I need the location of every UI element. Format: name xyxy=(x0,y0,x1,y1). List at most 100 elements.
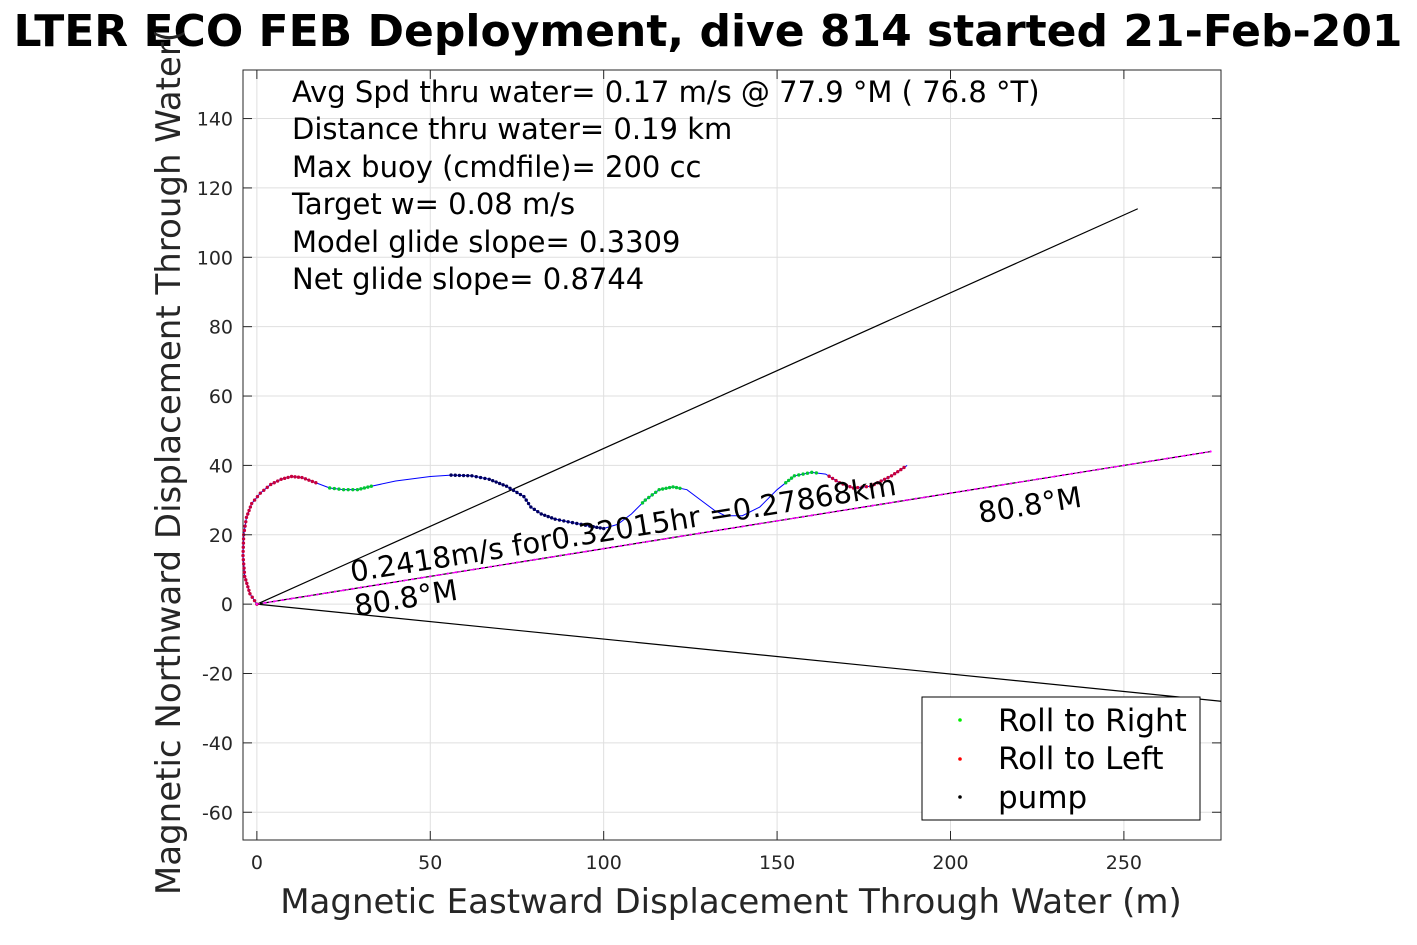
heading-point xyxy=(715,529,718,532)
heading-point xyxy=(1010,482,1013,485)
heading-point xyxy=(1200,451,1204,455)
x-tick-label: 150 xyxy=(759,852,795,874)
track-point xyxy=(310,479,315,484)
heading-point xyxy=(1209,450,1212,453)
track-point xyxy=(650,493,654,497)
track-point xyxy=(834,478,838,483)
heading-point xyxy=(888,501,891,504)
heading-point xyxy=(1148,460,1152,463)
track-point xyxy=(546,514,550,519)
heading-point xyxy=(273,600,276,603)
y-tick-label: -60 xyxy=(202,802,233,824)
track-point xyxy=(449,473,453,477)
heading-point xyxy=(333,590,337,593)
track-point xyxy=(265,485,269,490)
heading-point xyxy=(446,572,449,575)
track-point xyxy=(522,494,526,499)
track-point xyxy=(827,474,831,478)
heading-point xyxy=(567,553,571,556)
track-point xyxy=(246,585,250,589)
heading-point xyxy=(299,596,302,599)
track-point xyxy=(241,537,246,541)
track-point xyxy=(864,484,869,489)
heading-point xyxy=(498,564,501,567)
track-point xyxy=(244,515,249,520)
heading-point xyxy=(377,583,380,586)
track-point xyxy=(902,465,906,470)
track-point xyxy=(660,487,665,491)
y-axis-ticks: -60 -40 -20 0 20 40 60 80 100 120 140 xyxy=(197,109,1221,824)
heading-point xyxy=(663,537,666,541)
heading-point xyxy=(958,490,961,493)
heading-point xyxy=(767,521,770,524)
heading-point xyxy=(463,569,467,572)
track-point xyxy=(300,475,304,480)
track-point xyxy=(814,471,819,475)
track-point xyxy=(244,520,248,524)
heading-point xyxy=(1114,465,1117,468)
heading-point xyxy=(758,522,761,525)
heading-point xyxy=(455,571,458,574)
track-point xyxy=(879,479,883,483)
heading-point xyxy=(1174,455,1178,459)
heading-point xyxy=(940,493,943,496)
track-point xyxy=(896,469,900,474)
heading-point xyxy=(975,487,978,491)
track-point xyxy=(346,487,350,492)
track-point xyxy=(247,588,251,592)
heading-point xyxy=(411,578,415,581)
track-point xyxy=(805,471,810,475)
track-point xyxy=(536,509,540,514)
y-tick-label: 80 xyxy=(209,317,233,339)
x-tick-label: 0 xyxy=(251,852,263,874)
legend-label-pump: pump xyxy=(998,780,1087,816)
heading-point xyxy=(862,505,865,509)
track-point xyxy=(784,481,788,485)
legend-marker-roll-right xyxy=(958,718,962,722)
heading-point xyxy=(801,515,805,518)
heading-point xyxy=(654,539,657,542)
track-point xyxy=(583,523,588,527)
heading-point xyxy=(359,586,363,589)
heading-point xyxy=(316,593,319,596)
heading-point xyxy=(559,554,562,557)
heading-point xyxy=(385,582,389,585)
heading-point xyxy=(914,497,917,500)
heading-point xyxy=(680,535,683,538)
track-point xyxy=(494,480,498,484)
heading-point xyxy=(828,511,831,514)
track-point xyxy=(332,486,337,491)
x-axis-ticks: 0 50 100 150 200 250 xyxy=(251,70,1142,874)
track-point xyxy=(366,485,370,489)
heading-point xyxy=(854,507,857,510)
heading-point xyxy=(420,576,423,579)
track-point xyxy=(241,562,246,566)
track-point xyxy=(269,482,273,487)
track-point xyxy=(453,473,457,477)
heading-point xyxy=(845,508,848,511)
heading-point xyxy=(1088,469,1091,473)
heading-point xyxy=(524,560,527,563)
x-tick-label: 250 xyxy=(1106,852,1142,874)
track-point xyxy=(511,488,516,493)
track-point xyxy=(247,508,251,513)
heading-point xyxy=(732,526,735,529)
legend-marker-roll-left xyxy=(958,757,962,761)
track-point xyxy=(262,488,266,492)
track-point xyxy=(478,475,483,480)
heading-point xyxy=(472,568,475,571)
heading-point xyxy=(810,514,813,517)
heading-point xyxy=(775,519,779,523)
heading-point xyxy=(576,551,579,554)
track-point xyxy=(245,581,249,586)
track-point xyxy=(860,485,864,489)
heading-point xyxy=(637,541,640,545)
heading-point xyxy=(533,558,536,561)
track-point xyxy=(369,484,374,488)
track-point xyxy=(678,486,682,490)
track-point xyxy=(664,486,668,490)
heading-point xyxy=(784,518,787,521)
track-point xyxy=(643,498,647,502)
heading-point xyxy=(541,557,545,560)
track-point xyxy=(242,566,246,570)
